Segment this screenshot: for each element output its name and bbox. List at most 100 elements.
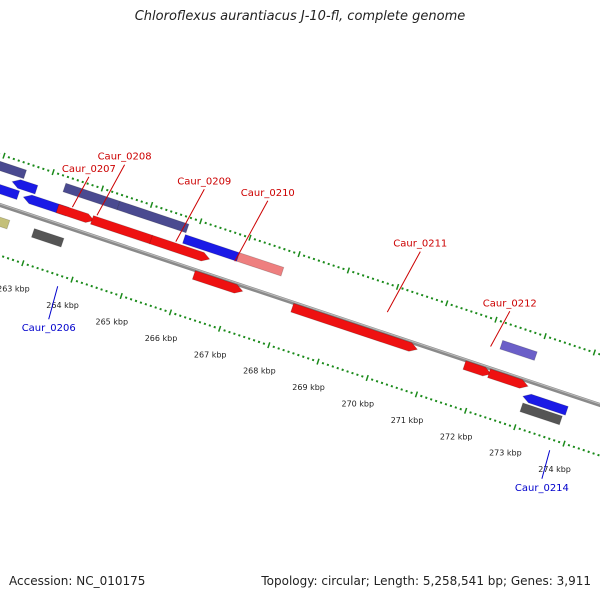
- outer-minor-tick: [504, 321, 508, 325]
- gene-feature-slate: [0, 160, 28, 180]
- outer-minor-tick: [401, 287, 404, 290]
- outer-minor-tick: [563, 341, 567, 344]
- inner-minor-tick: [213, 325, 216, 329]
- gene-label[interactable]: Caur_0214: [515, 483, 569, 494]
- kbp-tick-label: 271 kbp: [391, 416, 424, 425]
- outer-minor-tick: [288, 249, 291, 253]
- inner-minor-tick: [400, 388, 403, 391]
- inner-minor-tick: [139, 301, 143, 304]
- outer-minor-tick: [484, 315, 488, 318]
- gene-feature-red: [290, 302, 419, 352]
- outer-minor-tick: [499, 320, 503, 323]
- inner-minor-tick: [405, 389, 408, 393]
- inner-minor-tick: [100, 288, 103, 291]
- backbone-highlight: [0, 203, 600, 405]
- inner-minor-tick: [233, 332, 236, 336]
- outer-minor-tick: [214, 224, 217, 228]
- outer-minor-tick: [307, 256, 311, 259]
- inner-minor-tick: [326, 363, 330, 367]
- gene-label[interactable]: Caur_0208: [98, 152, 152, 163]
- gene-feature-red: [55, 203, 95, 223]
- outer-minor-tick: [76, 179, 80, 182]
- inner-minor-tick: [26, 263, 30, 267]
- outer-minor-tick: [317, 259, 321, 262]
- outer-major-tick: [149, 201, 154, 208]
- outer-major-tick: [445, 300, 449, 307]
- gene-feature-blue: [522, 393, 569, 416]
- gene-label[interactable]: Caur_0212: [483, 298, 537, 309]
- gene-feature-red: [462, 360, 492, 377]
- inner-minor-tick: [479, 414, 482, 418]
- inner-minor-tick: [498, 421, 502, 424]
- inner-minor-tick: [198, 320, 202, 324]
- gene-label-leader: [234, 200, 269, 262]
- inner-minor-tick: [95, 286, 98, 290]
- inner-minor-tick: [292, 352, 295, 355]
- outer-minor-tick: [435, 298, 439, 302]
- inner-minor-tick: [85, 283, 89, 286]
- inner-minor-tick: [361, 375, 364, 378]
- outer-minor-tick: [179, 213, 183, 217]
- gene-feature-blue: [11, 179, 39, 195]
- inner-minor-tick: [493, 419, 497, 422]
- outer-major-tick: [51, 169, 55, 176]
- inner-minor-tick: [80, 281, 84, 285]
- outer-minor-tick: [37, 165, 40, 169]
- inner-minor-tick: [385, 383, 389, 386]
- inner-minor-tick: [174, 312, 177, 316]
- outer-major-tick: [543, 333, 547, 340]
- outer-minor-tick: [327, 262, 330, 266]
- inner-minor-tick: [425, 396, 428, 399]
- inner-minor-tick: [90, 284, 93, 288]
- outer-minor-tick: [140, 200, 143, 203]
- outer-minor-tick: [165, 208, 168, 212]
- outer-minor-tick: [56, 172, 60, 176]
- gene-label[interactable]: Caur_0211: [393, 239, 447, 250]
- inner-minor-tick: [375, 380, 379, 383]
- gene-label[interactable]: Caur_0210: [241, 188, 295, 199]
- outer-minor-tick: [46, 169, 50, 172]
- outer-minor-tick: [174, 211, 178, 215]
- outer-major-tick: [248, 234, 252, 241]
- inner-minor-tick: [543, 435, 546, 439]
- outer-minor-tick: [519, 326, 522, 330]
- inner-minor-tick: [488, 417, 492, 421]
- gene-label[interactable]: Caur_0207: [62, 164, 116, 175]
- outer-minor-tick: [12, 157, 16, 161]
- outer-minor-tick: [376, 279, 380, 282]
- outer-minor-tick: [110, 190, 114, 194]
- outer-minor-tick: [342, 267, 345, 271]
- inner-minor-tick: [115, 293, 118, 296]
- inner-major-tick: [414, 391, 419, 398]
- inner-minor-tick: [257, 340, 261, 344]
- outer-minor-tick: [514, 325, 517, 328]
- inner-minor-tick: [129, 298, 133, 301]
- outer-minor-tick: [106, 188, 109, 192]
- gene-label-leader: [490, 311, 511, 347]
- outer-minor-tick: [268, 243, 271, 246]
- outer-minor-tick: [7, 156, 11, 159]
- outer-minor-tick: [302, 254, 306, 258]
- inner-minor-tick: [469, 411, 472, 414]
- inner-major-tick: [365, 374, 369, 382]
- inner-minor-tick: [242, 335, 246, 339]
- outer-minor-tick: [440, 300, 444, 303]
- kbp-tick-label: 272 kbp: [440, 432, 473, 441]
- inner-minor-tick: [548, 437, 551, 440]
- inner-minor-tick: [341, 368, 344, 372]
- gene-label-leader: [541, 450, 551, 479]
- inner-minor-tick: [429, 398, 433, 401]
- gene-label[interactable]: Caur_0206: [22, 323, 76, 334]
- inner-minor-tick: [149, 304, 153, 308]
- inner-minor-tick: [508, 424, 512, 427]
- outer-minor-tick: [475, 311, 478, 315]
- inner-major-tick: [463, 407, 468, 414]
- inner-minor-tick: [110, 291, 113, 295]
- outer-minor-tick: [312, 257, 316, 261]
- outer-minor-tick: [273, 244, 276, 248]
- gene-label[interactable]: Caur_0209: [177, 176, 231, 187]
- inner-minor-tick: [272, 345, 276, 349]
- inner-minor-tick: [228, 330, 231, 334]
